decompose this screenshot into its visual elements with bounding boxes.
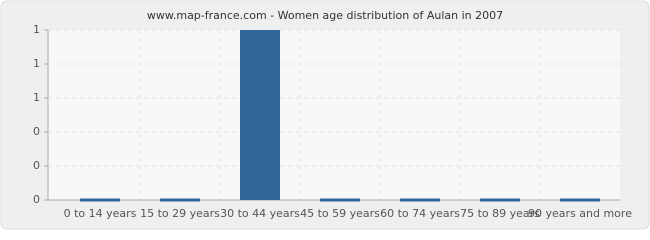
- chart-title: www.map-france.com - Women age distribut…: [147, 9, 503, 22]
- chart: www.map-france.com - Women age distribut…: [0, 0, 650, 230]
- y-tick-label: 1: [33, 91, 40, 104]
- y-tick-label: 0: [33, 159, 40, 172]
- x-tick-label: 60 to 74 years: [380, 207, 460, 220]
- x-tick-label: 30 to 44 years: [220, 207, 300, 220]
- bar: [160, 198, 200, 202]
- y-tick-label: 1: [33, 23, 40, 36]
- bar: [400, 198, 440, 202]
- bar: [560, 198, 600, 202]
- y-tick-label: 1: [33, 57, 40, 70]
- bar: [240, 30, 280, 200]
- y-tick-label: 0: [33, 193, 40, 206]
- x-tick-label: 15 to 29 years: [140, 207, 220, 220]
- plot-area: [48, 30, 620, 200]
- x-tick-label: 45 to 59 years: [300, 207, 380, 220]
- y-tick-label: 0: [33, 125, 40, 138]
- bar: [80, 198, 120, 202]
- x-tick-label: 90 years and more: [528, 207, 632, 220]
- x-tick-label: 75 to 89 years: [460, 207, 540, 220]
- page: {"chart_data": {"type": "bar", "title": …: [0, 0, 650, 230]
- bar: [480, 198, 520, 202]
- x-tick-label: 0 to 14 years: [64, 207, 137, 220]
- bar: [320, 198, 360, 202]
